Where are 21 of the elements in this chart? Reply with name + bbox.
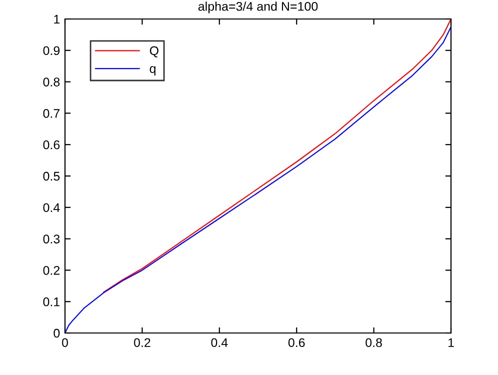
y-tick-label: 0 [54,328,60,338]
x-tick-label: 0.6 [288,338,305,348]
x-tick-label: 0.4 [211,338,228,348]
y-tick-label: 0.5 [43,172,60,181]
chart-title: alpha=3/4 and N=100 [198,2,318,14]
line-series [103,19,451,293]
y-tick-label: 1 [54,14,60,24]
x-tick-label: 0.2 [134,338,150,348]
y-tick-label: 0.3 [43,234,60,244]
y-tick-label: 0.9 [43,46,60,56]
legend-label: Q [150,46,158,58]
y-tick-label: 0.2 [43,266,60,275]
x-tick-label: 0.8 [366,338,382,348]
x-tick-label: 1 [448,338,454,347]
y-tick-label: 0.1 [43,297,60,306]
y-tick-label: 0.7 [43,109,60,118]
y-tick-label: 0.8 [43,78,60,86]
y-tick-label: 0.4 [43,203,60,212]
y-tick-label: 0.6 [43,140,60,150]
legend-label: q [150,66,156,76]
x-tick-label: 0 [62,338,68,348]
